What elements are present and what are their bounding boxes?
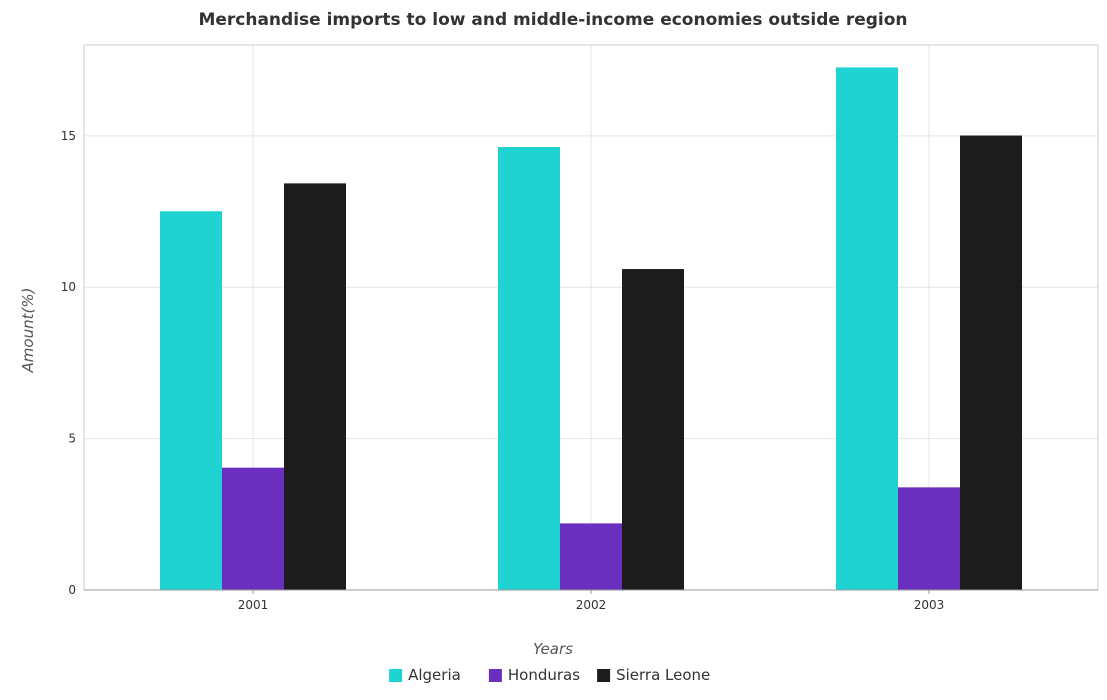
bar-algeria-2001 [160, 211, 222, 590]
x-tick-label: 2001 [238, 598, 269, 612]
legend-swatch-honduras [488, 669, 502, 682]
x-tick-label: 2002 [576, 598, 607, 612]
y-axis-label: Amount(%) [19, 288, 37, 374]
legend: Algeria Honduras Sierra Leone [389, 666, 710, 684]
bar-sierra-leone-2001 [284, 183, 346, 590]
bar-sierra-leone-2002 [622, 269, 684, 590]
x-axis-label: Years [533, 640, 573, 658]
legend-label: Algeria [408, 666, 461, 684]
legend-swatch-algeria [389, 669, 403, 682]
y-tick-label: 5 [68, 432, 76, 446]
bar-honduras-2002 [560, 523, 622, 590]
x-tick-label: 2003 [914, 598, 945, 612]
axes: 0 5 10 15 2001 2002 2003 [61, 129, 1098, 612]
bar-honduras-2001 [222, 467, 284, 590]
chart-title: Merchandise imports to low and middle-in… [198, 10, 907, 30]
bars [160, 67, 1022, 590]
legend-label: Honduras [508, 666, 580, 684]
bar-honduras-2003 [898, 487, 960, 590]
bar-algeria-2002 [498, 147, 560, 590]
bar-algeria-2003 [836, 67, 898, 590]
y-tick-label: 10 [61, 280, 76, 294]
legend-label: Sierra Leone [616, 666, 710, 684]
y-tick-label: 15 [61, 129, 76, 143]
legend-swatch-sierra-leone [597, 669, 611, 682]
bar-sierra-leone-2003 [960, 135, 1022, 590]
y-tick-label: 0 [68, 583, 76, 597]
